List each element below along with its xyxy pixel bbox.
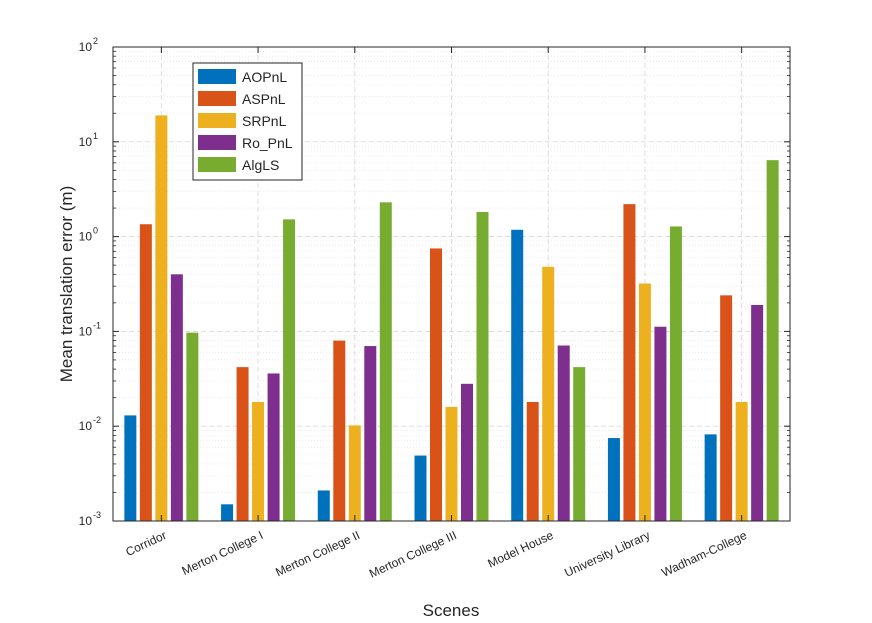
bar [654,326,667,521]
y-tick-exponent: -2 [93,415,101,425]
bar [607,438,620,521]
x-tick-label: Wadham-College [659,528,749,580]
legend-swatch [198,91,236,106]
bar [445,406,458,521]
legend-label: ASPnL [242,91,286,107]
y-tick-label: 10 [79,324,93,338]
y-tick-label: 10 [79,40,93,54]
bar [379,202,392,521]
bar [221,504,234,521]
legend-swatch [198,69,236,84]
bar [236,367,249,521]
x-axis-label: Scenes [423,601,480,620]
bar [461,383,473,521]
x-tick-label: Model House [485,528,555,571]
x-tick-label: Merton College I [180,528,266,578]
bar [511,229,524,521]
bar [155,115,168,522]
y-tick-exponent: -1 [93,320,101,330]
y-tick-exponent: 2 [93,36,98,46]
bar [669,226,682,521]
bar [430,248,442,521]
legend-swatch [198,135,236,150]
x-tick-label: University Library [562,528,652,580]
y-tick-label: 10 [79,230,93,244]
bar [542,266,555,521]
bar [526,402,539,521]
y-tick-exponent: -3 [93,510,101,520]
bar [573,367,586,521]
bar [364,346,377,521]
bar [751,304,764,521]
bars-layer [124,115,779,522]
legend-label: AlgLS [242,157,279,173]
bar [283,219,296,522]
bar [623,204,636,521]
bar [267,373,280,521]
legend-swatch [198,113,236,128]
y-tick-label: 10 [79,135,93,149]
x-tick-label: Merton College II [273,528,362,579]
y-tick-label: 10 [79,514,93,528]
bar [704,434,717,521]
legend: AOPnL ASPnL SRPnL Ro_PnL AlgLS [192,62,303,181]
bar [317,490,330,521]
y-tick-exponent: 1 [93,131,98,141]
bar [139,224,152,521]
y-tick-label: 10 [79,419,93,433]
legend-label: Ro_PnL [242,135,293,151]
bar [170,274,183,521]
bar [735,402,748,521]
bar [252,402,265,521]
bar [414,455,427,521]
legend-label: AOPnL [242,69,287,85]
x-tick-label: Merton College III [367,528,459,581]
bar [124,415,137,521]
bar [333,340,346,521]
bar [557,345,570,521]
bar [476,211,489,521]
bar [720,295,733,521]
bar [766,160,779,521]
bar [638,283,651,521]
y-tick-exponent: 0 [93,226,98,236]
bar [348,425,361,521]
y-axis-label: Mean translation error (m) [57,186,76,383]
legend-swatch [198,157,236,172]
bar [186,332,199,521]
x-tick-label: Corridor [123,528,168,559]
legend-label: SRPnL [242,113,287,129]
